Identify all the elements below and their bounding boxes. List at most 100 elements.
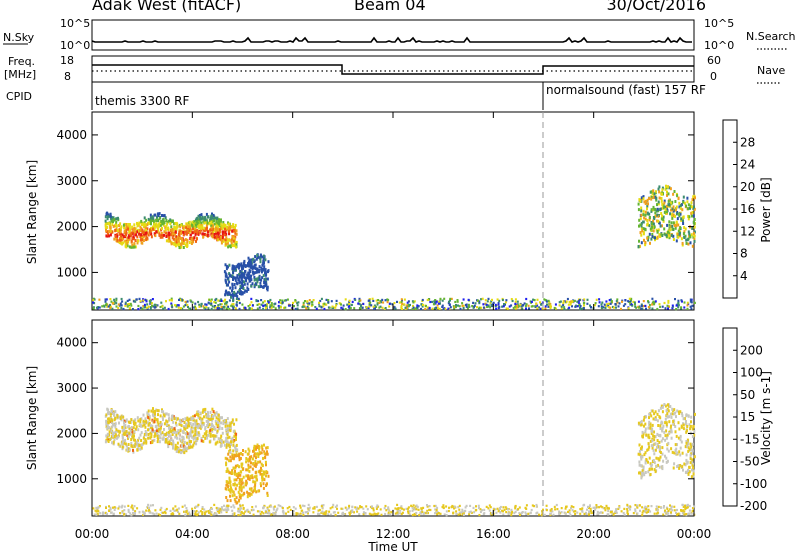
range-cell	[372, 509, 375, 512]
range-cell	[586, 508, 588, 511]
range-cell	[233, 265, 236, 269]
range-cell	[195, 228, 198, 232]
range-cell	[393, 306, 396, 309]
range-cell	[279, 299, 282, 302]
range-cell	[647, 505, 650, 508]
range-cell	[186, 512, 189, 515]
range-cell	[225, 428, 228, 432]
range-cell	[201, 507, 204, 510]
range-cell	[208, 221, 211, 225]
range-cell	[693, 222, 696, 225]
range-cell	[658, 465, 661, 469]
range-cell	[108, 505, 110, 508]
range-cell	[375, 505, 378, 509]
range-cell	[232, 271, 235, 275]
range-cell	[348, 305, 351, 308]
range-cell	[429, 300, 432, 304]
range-cell	[230, 443, 232, 447]
range-cell	[230, 293, 232, 297]
range-cell	[399, 509, 402, 512]
range-cell	[119, 230, 122, 234]
range-cell	[205, 228, 208, 232]
range-cell	[661, 405, 664, 409]
range-cell	[560, 511, 563, 514]
range-cell	[238, 465, 240, 469]
range-cell	[172, 446, 174, 450]
range-cell	[661, 188, 664, 192]
range-cell	[514, 510, 517, 513]
range-cell	[220, 440, 223, 444]
range-cell	[262, 456, 264, 460]
range-cell	[638, 239, 640, 243]
range-cell	[148, 427, 151, 431]
range-cell	[296, 304, 299, 307]
range-cell	[637, 202, 640, 206]
range-cell	[687, 468, 690, 472]
range-cell	[649, 426, 652, 430]
range-cell	[566, 297, 569, 301]
range-cell	[201, 506, 204, 509]
range-cell	[647, 301, 650, 304]
range-cell	[688, 447, 691, 451]
range-cell	[124, 304, 127, 307]
range-cell	[653, 303, 656, 306]
range-cell	[649, 510, 652, 513]
range-cell	[353, 307, 356, 310]
range-cell	[342, 511, 344, 514]
range-cell	[204, 303, 207, 306]
range-cell	[691, 468, 693, 472]
range-cell	[224, 456, 227, 460]
range-cell	[177, 507, 180, 510]
range-cell	[142, 239, 145, 242]
range-cell	[525, 297, 528, 301]
range-cell	[296, 512, 299, 515]
range-cell	[242, 467, 245, 471]
range-cell	[510, 304, 513, 307]
range-cell	[358, 297, 361, 300]
range-cell	[134, 230, 137, 234]
range-cell	[532, 298, 535, 301]
range-cell	[237, 473, 240, 477]
range-cell	[457, 513, 460, 516]
range-cell	[487, 304, 490, 307]
range-cell	[505, 307, 508, 310]
range-cell	[203, 221, 206, 225]
range-cell	[553, 306, 556, 310]
range-cell	[659, 224, 662, 228]
range-cell	[249, 261, 252, 265]
range-cell	[115, 297, 118, 300]
range-cell	[680, 237, 683, 241]
range-cell	[654, 208, 657, 211]
range-cell	[641, 307, 644, 310]
range-cell	[668, 236, 671, 240]
range-cell	[250, 284, 253, 288]
range-cell	[645, 458, 648, 462]
range-cell	[161, 226, 163, 230]
range-cell	[238, 498, 241, 502]
range-cell	[250, 492, 253, 496]
range-cell	[525, 504, 528, 507]
range-cell	[301, 305, 304, 309]
range-cell	[347, 507, 350, 510]
range-cell	[244, 264, 247, 268]
range-cell	[117, 306, 120, 309]
range-cell	[114, 430, 117, 434]
range-cell	[194, 228, 197, 232]
range-cell	[168, 426, 171, 430]
range-cell	[241, 265, 244, 269]
range-cell	[368, 299, 371, 302]
range-cell	[217, 299, 220, 302]
range-cell	[659, 424, 662, 428]
range-cell	[113, 300, 116, 304]
range-cell	[148, 299, 151, 303]
range-cell	[235, 297, 238, 300]
range-cell	[490, 300, 493, 303]
range-cell	[604, 509, 607, 512]
range-cell	[666, 412, 669, 416]
range-cell	[470, 511, 473, 514]
range-cell	[132, 300, 135, 303]
range-cell	[498, 305, 501, 308]
range-cell	[209, 410, 212, 414]
range-cell	[229, 499, 232, 503]
